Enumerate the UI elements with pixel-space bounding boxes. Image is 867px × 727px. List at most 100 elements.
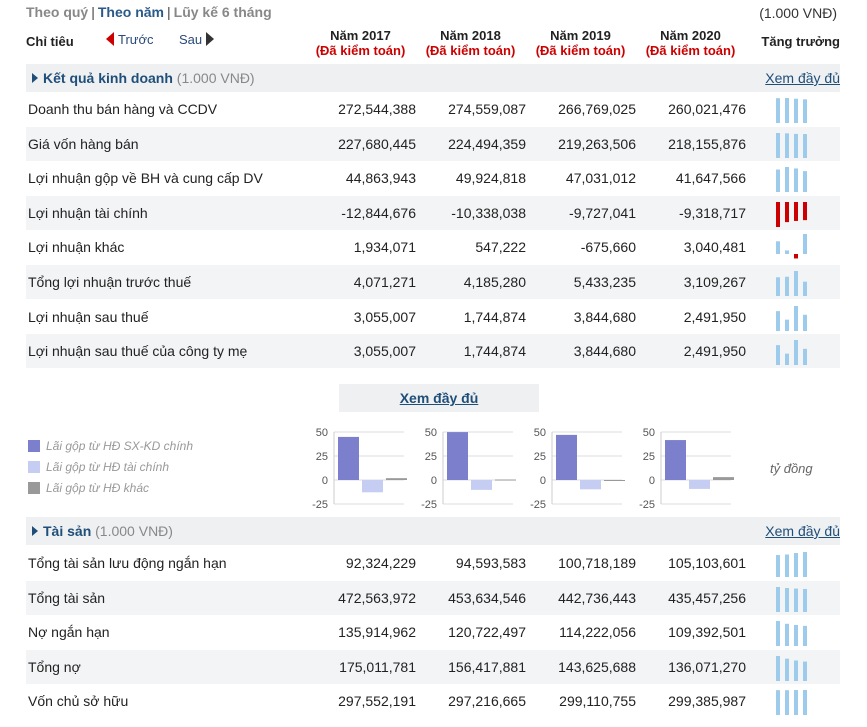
spark-bar [803, 661, 807, 681]
spark-bar [785, 690, 789, 716]
row-value: 3,055,007 [353, 343, 416, 360]
spark-bar [803, 588, 807, 612]
spark-bar [794, 553, 798, 577]
row-value: 299,110,755 [559, 693, 636, 710]
spark-bar [785, 276, 789, 296]
spark-bar [785, 658, 789, 681]
growth-sparkline[interactable] [774, 302, 810, 332]
growth-sparkline[interactable] [774, 198, 810, 228]
prev-button[interactable]: Trước [106, 32, 154, 47]
chart-more-link[interactable]: Xem đầy đủ [399, 390, 479, 406]
row-value: 297,552,191 [338, 693, 416, 710]
chart-bar [338, 436, 359, 480]
spark-bar [776, 586, 780, 612]
row-value: 218,155,876 [668, 135, 746, 152]
year-header: Năm 2018 (Đã kiểm toán) [425, 28, 516, 58]
chart-bar [471, 480, 492, 490]
spark-bar [803, 281, 807, 296]
row-value: 1,934,071 [353, 239, 416, 256]
row-value: 2,491,950 [683, 343, 746, 360]
y-tick-label: 50 [643, 427, 655, 439]
spark-bar [785, 250, 789, 255]
business-section-header: Kết quả kinh doanh (1.000 VNĐ) Xem đầy đ… [26, 64, 840, 92]
row-value: 47,031,012 [565, 170, 636, 187]
spark-bar [794, 625, 798, 647]
tab-year[interactable]: Theo năm [97, 4, 164, 20]
spark-bar [794, 168, 798, 193]
tab-quarter[interactable]: Theo quý [26, 4, 89, 20]
row-value: 143,625,688 [558, 658, 636, 675]
growth-sparkline[interactable] [774, 232, 810, 262]
row-label: Tổng lợi nhuận trước thuế [28, 274, 192, 290]
separator: | [167, 4, 171, 20]
growth-sparkline[interactable] [774, 583, 810, 613]
spark-bar [785, 167, 789, 193]
chart-bar [556, 434, 577, 480]
row-label: Vốn chủ sở hữu [28, 693, 129, 710]
spark-bar [794, 98, 798, 123]
growth-sparkline[interactable] [774, 617, 810, 647]
spark-bar [776, 98, 780, 123]
row-value: 274,559,087 [448, 101, 526, 117]
table-row: Giá vốn hàng bán 227,680,445 224,494,359 21… [26, 126, 840, 162]
row-label: Lợi nhuận gộp về BH và cung cấp DV [28, 170, 263, 187]
spark-bar [803, 234, 807, 255]
chart-bar [665, 440, 686, 480]
row-value: 4,071,271 [353, 274, 416, 290]
row-value: 435,457,256 [668, 589, 746, 606]
growth-sparkline[interactable] [774, 129, 810, 159]
year-header: Năm 2019 (Đã kiểm toán) [535, 28, 626, 58]
growth-sparkline[interactable] [774, 336, 810, 366]
row-value: 109,392,501 [668, 624, 746, 641]
growth-sparkline[interactable] [774, 267, 810, 297]
chart-bar [386, 478, 407, 480]
spark-bar [785, 132, 789, 158]
assets-more-link[interactable]: Xem đầy đủ [765, 523, 840, 539]
arrow-right-icon [206, 32, 215, 46]
growth-sparkline[interactable] [774, 652, 810, 682]
y-tick-label: 50 [425, 427, 437, 439]
row-value: 224,494,359 [448, 135, 526, 152]
spark-bar [803, 99, 807, 123]
period-tabs: Theo quý | Theo năm | Lũy kế 6 tháng [26, 4, 272, 20]
spark-bar [803, 314, 807, 331]
spark-bar [794, 660, 798, 681]
spark-bar [803, 348, 807, 366]
year-header: Năm 2017 (Đã kiểm toán) [315, 28, 406, 58]
table-row: Tổng tài sản 472,563,972 453,634,546 442,73… [26, 580, 840, 616]
growth-sparkline[interactable] [774, 94, 810, 124]
row-value: 266,769,025 [558, 101, 636, 117]
spark-bar [794, 201, 798, 221]
chart-bar [362, 480, 383, 493]
row-value: -675,660 [580, 239, 636, 256]
row-value: 272,544,388 [338, 101, 416, 117]
table-row: Lợi nhuận sau thuế của công ty mẹ 3,055,0… [26, 334, 840, 370]
spark-bar [785, 554, 789, 577]
growth-sparkline[interactable] [774, 686, 810, 716]
row-value: 227,680,445 [338, 135, 416, 152]
legend-item: Lãi gộp từ HĐ SX-KD chính [28, 439, 193, 453]
table-header: Chỉ tiêu Trước Sau Năm 2017 (Đã kiểm toán… [26, 28, 840, 62]
spark-bar [803, 690, 807, 716]
business-more-link[interactable]: Xem đầy đủ [765, 70, 840, 86]
legend-swatch [28, 461, 40, 473]
table-row: Lợi nhuận khác 1,934,071 547,222 -675,660 3,… [26, 230, 840, 266]
section-title: Kết quả kinh doanh (1.000 VNĐ) [32, 70, 255, 86]
row-value: 547,222 [475, 239, 526, 256]
row-value: 44,863,943 [345, 170, 416, 187]
row-value: 442,736,443 [558, 589, 636, 606]
growth-sparkline[interactable] [774, 548, 810, 578]
row-value: 3,844,680 [573, 343, 636, 360]
row-value: 94,593,583 [455, 555, 526, 571]
spark-bar [803, 171, 807, 193]
next-button[interactable]: Sau [179, 32, 215, 47]
spark-bar [776, 277, 780, 296]
row-value: 41,647,566 [675, 170, 746, 187]
tab-ytd[interactable]: Lũy kế 6 tháng [173, 4, 272, 20]
row-value: 297,216,665 [448, 693, 526, 710]
chart-bar [495, 479, 516, 481]
row-value: 136,071,270 [668, 658, 746, 675]
growth-sparkline[interactable] [774, 163, 810, 193]
row-label: Giá vốn hàng bán [28, 135, 139, 152]
spark-bar [785, 587, 789, 612]
